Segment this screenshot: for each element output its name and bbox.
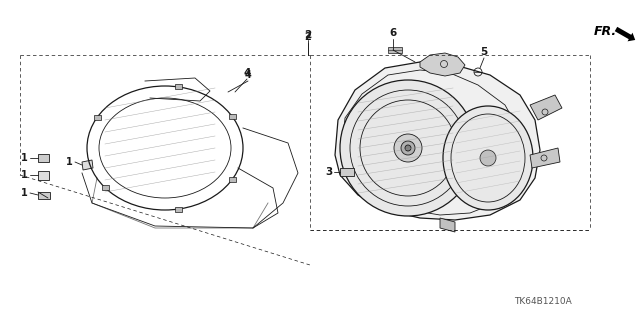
Text: 6: 6 — [389, 28, 397, 38]
Text: FR.: FR. — [594, 25, 617, 38]
Text: 1: 1 — [21, 188, 28, 198]
Text: 4: 4 — [243, 68, 251, 78]
Bar — [175, 85, 182, 89]
Text: 1: 1 — [21, 170, 28, 180]
Polygon shape — [530, 148, 560, 168]
Polygon shape — [82, 160, 93, 170]
Bar — [102, 185, 109, 190]
Circle shape — [394, 134, 422, 162]
Bar — [38, 154, 49, 162]
Circle shape — [340, 80, 476, 216]
Bar — [94, 115, 101, 120]
Polygon shape — [420, 53, 465, 76]
Polygon shape — [440, 218, 455, 232]
Text: 1: 1 — [21, 153, 28, 163]
Text: 5: 5 — [481, 47, 488, 57]
Circle shape — [405, 145, 411, 151]
Text: 2: 2 — [305, 32, 312, 42]
Ellipse shape — [443, 106, 533, 210]
Bar — [229, 176, 236, 182]
Circle shape — [401, 141, 415, 155]
FancyArrow shape — [615, 27, 636, 41]
Polygon shape — [335, 62, 540, 220]
Bar — [175, 207, 182, 211]
Text: TK64B1210A: TK64B1210A — [515, 297, 572, 306]
Bar — [340, 168, 354, 176]
Text: 1: 1 — [67, 157, 73, 167]
Polygon shape — [38, 171, 49, 180]
Text: 4: 4 — [244, 70, 252, 80]
Polygon shape — [530, 95, 562, 120]
Circle shape — [480, 150, 496, 166]
Text: 2: 2 — [305, 30, 312, 40]
Text: 3: 3 — [326, 167, 333, 177]
Bar — [388, 47, 402, 53]
Bar — [38, 192, 50, 199]
Bar — [229, 115, 236, 120]
